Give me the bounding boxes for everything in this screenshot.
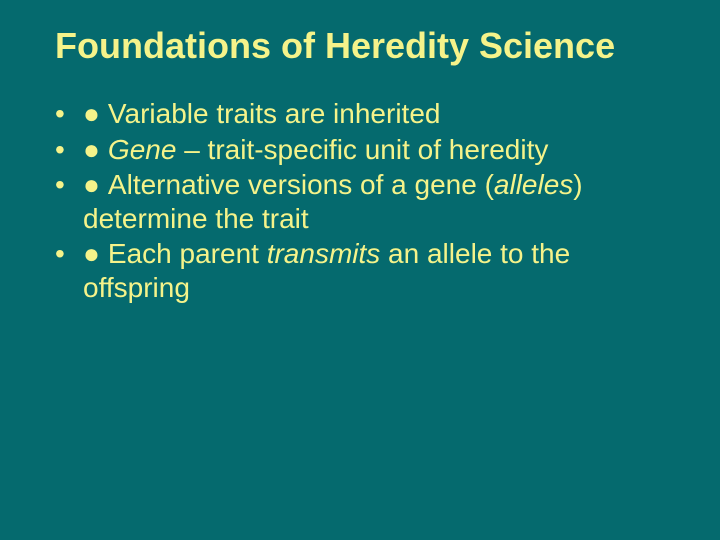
list-item: ● Gene – trait-specific unit of heredity (55, 133, 680, 167)
bullet-text-segment: alleles (494, 169, 573, 200)
slide: Foundations of Heredity Science ● Variabl… (0, 0, 720, 540)
bullet-text-segment: Alternative versions of a gene ( (108, 169, 494, 200)
list-item: ● Variable traits are inherited (55, 97, 680, 131)
inner-bullet-icon: ● (83, 97, 100, 131)
bullet-text-segment: Variable traits are inherited (108, 98, 441, 129)
bullet-text-segment: Gene (108, 134, 177, 165)
inner-bullet-icon: ● (83, 237, 100, 271)
bullet-text-segment: transmits (267, 238, 381, 269)
inner-bullet-icon: ● (83, 133, 100, 167)
slide-title: Foundations of Heredity Science (55, 25, 680, 67)
list-item: ●Each parent transmits an allele to the … (55, 237, 680, 304)
inner-bullet-icon: ● (83, 168, 100, 202)
bullet-text-segment: – trait-specific unit of heredity (176, 134, 548, 165)
bullet-list: ● Variable traits are inherited ● Gene – tr… (55, 97, 680, 305)
list-item: ● Alternative versions of a gene (alleles… (55, 168, 680, 235)
bullet-text-segment: Each parent (108, 238, 267, 269)
